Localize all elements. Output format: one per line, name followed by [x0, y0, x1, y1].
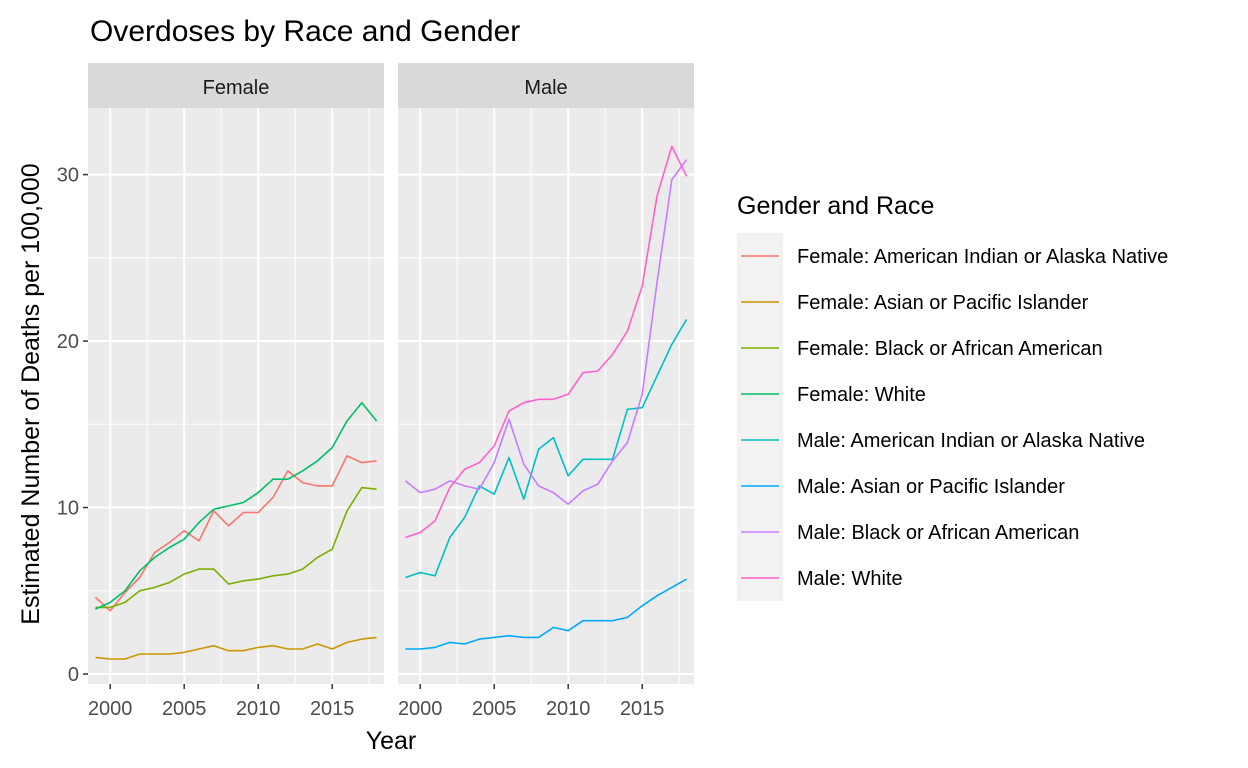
series-line — [405, 318, 688, 579]
x-tick-label: 2015 — [310, 698, 355, 720]
panel-male: Male 2000 2005 2010 2015 — [398, 63, 694, 720]
x-tick-label: 2000 — [88, 698, 133, 720]
y-tick-label: 10 — [57, 498, 79, 520]
facet-strip — [398, 63, 694, 108]
y-tick-label: 20 — [57, 331, 79, 353]
chart-title: Overdoses by Race and Gender — [90, 15, 520, 48]
legend-label: Male: White — [797, 568, 903, 590]
legend-label: Male: Asian or Pacific Islander — [797, 476, 1065, 498]
y-axis-title: Estimated Number of Deaths per 100,000 — [17, 163, 45, 624]
legend-label: Female: White — [797, 384, 926, 406]
x-tick-label: 2000 — [398, 698, 443, 720]
x-axis-title: Year — [366, 727, 417, 755]
x-tick-label: 2010 — [236, 698, 281, 720]
series-line — [95, 636, 377, 660]
legend-key-background — [737, 233, 783, 601]
panel-background — [398, 108, 694, 684]
legend: Gender and Race Female: American Indian o… — [737, 192, 1168, 601]
facet-strip-label: Female — [203, 77, 270, 99]
y-tick-label: 0 — [68, 664, 79, 686]
x-tick-label: 2010 — [546, 698, 591, 720]
facet-strip-label: Male — [524, 77, 567, 99]
series-line — [95, 401, 378, 610]
x-tick-label: 2005 — [162, 698, 207, 720]
x-tick-label: 2015 — [620, 698, 665, 720]
x-tick-label: 2005 — [472, 698, 517, 720]
series-line — [405, 145, 688, 539]
series-line — [404, 159, 688, 506]
legend-title: Gender and Race — [737, 192, 934, 220]
legend-label: Male: Black or African American — [797, 522, 1079, 544]
panel-female: Female 2000 2005 2010 2015 0 10 20 30 — [57, 63, 384, 720]
y-tick-label: 30 — [57, 165, 79, 187]
facet-strip — [88, 63, 384, 108]
legend-label: Female: American Indian or Alaska Native — [797, 246, 1168, 268]
series-line — [95, 486, 377, 609]
facet-panels: Female 2000 2005 2010 2015 0 10 20 30 Male 2000 200… — [57, 63, 694, 720]
series-line — [94, 455, 377, 612]
legend-label: Female: Black or African American — [797, 338, 1103, 360]
legend-label: Female: Asian or Pacific Islander — [797, 292, 1089, 314]
legend-label: Male: American Indian or Alaska Native — [797, 430, 1145, 452]
series-line — [405, 578, 687, 650]
panel-background — [88, 108, 384, 684]
